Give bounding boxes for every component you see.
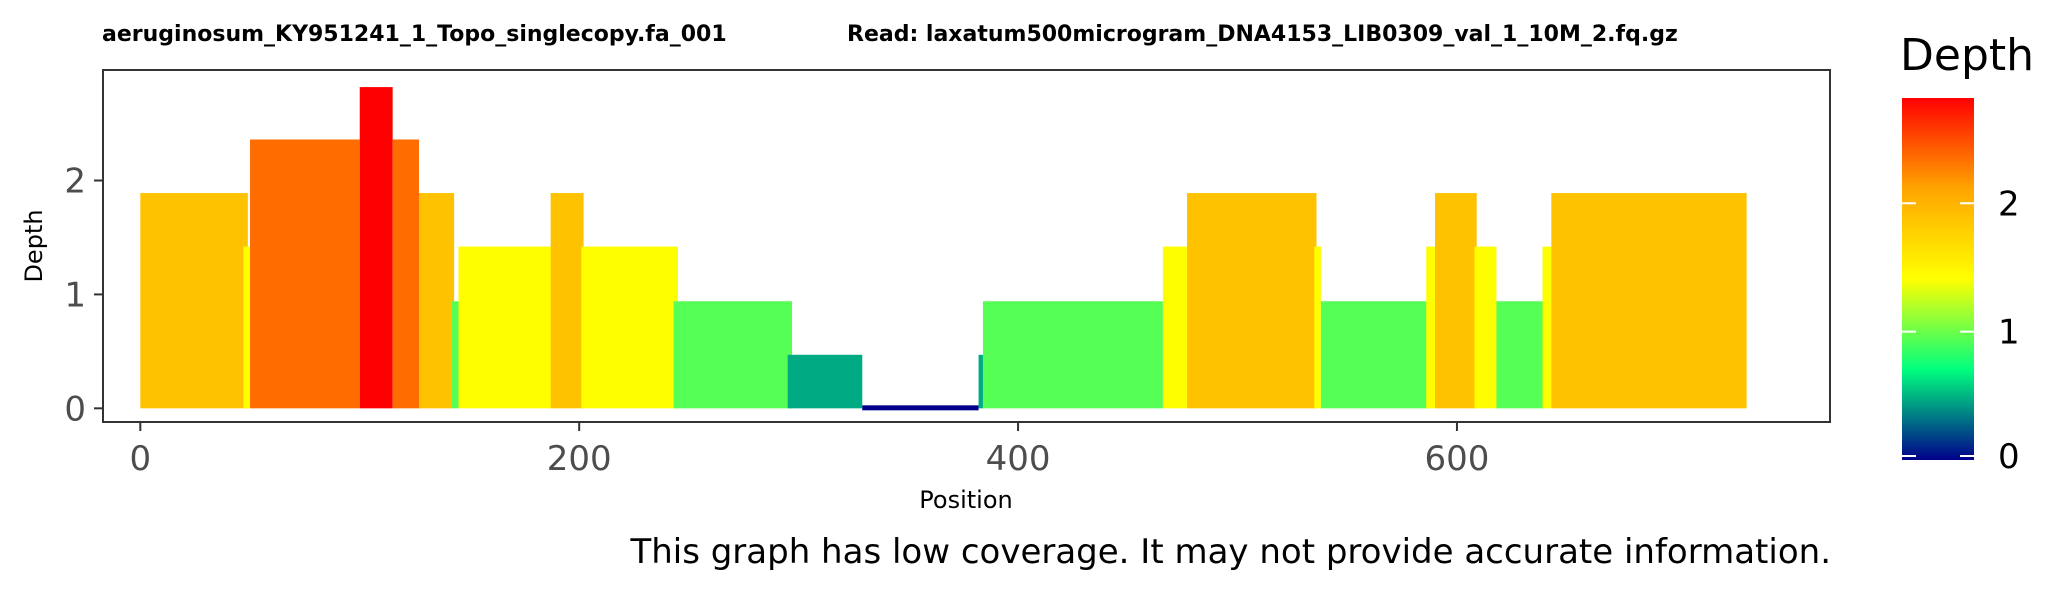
coverage-segment-24	[1551, 193, 1747, 409]
coverage-segment-23	[1542, 246, 1552, 409]
coverage-segment-11	[787, 354, 863, 409]
coverage-segment-12	[862, 405, 979, 411]
y-tick-label-0: 0	[64, 389, 86, 429]
coverage-segment-19	[1426, 246, 1436, 409]
legend-colorbar	[1902, 98, 1974, 460]
y-tick-label-2: 2	[64, 161, 86, 201]
legend-tick-label-1: 1	[1998, 313, 2020, 353]
coverage-segment-22	[1496, 301, 1545, 409]
coverage-segment-8	[550, 193, 584, 409]
x-tick-label-0: 0	[129, 439, 151, 479]
x-tick-label-200: 200	[547, 439, 612, 479]
legend-title: Depth	[1900, 30, 2034, 81]
low-coverage-warning: This graph has low coverage. It may not …	[629, 532, 1831, 572]
coverage-segment-15	[1162, 246, 1188, 409]
coverage-segment-20	[1435, 193, 1477, 409]
coverage-segment-5	[418, 193, 455, 409]
coverage-segment-16	[1187, 193, 1317, 409]
plot-panel-border	[102, 69, 1831, 423]
y-tick-label-1: 1	[64, 275, 86, 315]
coverage-segment-17	[1314, 246, 1321, 409]
x-axis: 0 200 400 600	[129, 422, 1489, 479]
coverage-segment-7	[458, 246, 553, 409]
coverage-segment-14	[982, 301, 1163, 409]
coverage-segment-10	[673, 301, 793, 409]
y-axis-label: Depth	[20, 209, 48, 282]
chart-title-left: aeruginosum_KY951241_1_Topo_singlecopy.f…	[102, 22, 727, 47]
coverage-segment-21	[1474, 246, 1497, 409]
coverage-segment-9	[581, 246, 678, 409]
coverage-segment-13	[978, 354, 983, 409]
legend-tick-label-2: 2	[1998, 184, 2020, 224]
coverage-segments	[140, 87, 1747, 411]
x-axis-label: Position	[919, 486, 1012, 514]
coverage-segment-6	[451, 301, 459, 409]
depth-legend: Depth 0 1 2	[1900, 30, 2034, 477]
legend-tick-label-0: 0	[1998, 437, 2020, 477]
coverage-segment-3	[359, 87, 393, 409]
coverage-segment-0	[140, 193, 248, 409]
x-tick-label-600: 600	[1424, 439, 1489, 479]
plot-area	[102, 69, 1831, 423]
legend-ticks: 0 1 2	[1902, 184, 2020, 477]
y-axis: 0 1 2	[64, 161, 103, 429]
coverage-segment-1	[243, 246, 251, 409]
coverage-segment-4	[392, 139, 419, 409]
coverage-segment-2	[250, 139, 360, 409]
chart-title-right: Read: laxatum500microgram_DNA4153_LIB030…	[847, 22, 1678, 47]
x-tick-label-400: 400	[986, 439, 1051, 479]
coverage-segment-18	[1320, 301, 1429, 409]
